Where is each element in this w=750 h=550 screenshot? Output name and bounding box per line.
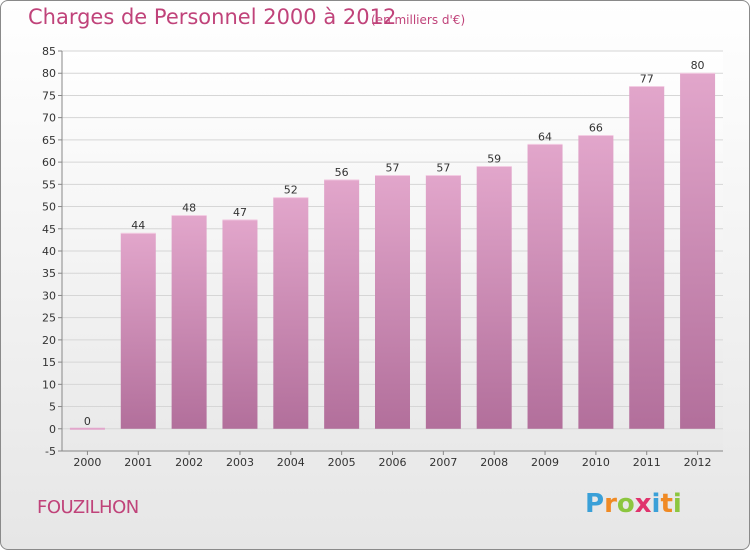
y-tick-label: 5 — [49, 401, 56, 414]
x-tick-label: 2001 — [124, 456, 152, 469]
x-tick-label: 2002 — [175, 456, 203, 469]
data-label: 0 — [84, 415, 91, 428]
data-label: 52 — [284, 184, 298, 197]
bar-2003 — [222, 219, 258, 429]
logo-letter: x — [634, 489, 652, 519]
data-label: 44 — [131, 219, 145, 232]
y-tick-label: 80 — [42, 67, 56, 80]
x-tick-label: 2011 — [633, 456, 661, 469]
x-tick-label: 2006 — [379, 456, 407, 469]
bar-2008 — [476, 166, 512, 429]
y-tick-label: 15 — [42, 356, 56, 369]
bar-2004 — [273, 197, 309, 429]
logo-letter: o — [616, 489, 635, 519]
logo-letter: i — [651, 489, 661, 519]
proxiti-logo: Proxiti — [585, 489, 682, 519]
logo-letter: i — [672, 489, 682, 519]
x-tick-label: 2004 — [277, 456, 305, 469]
logo-letter: P — [585, 489, 605, 519]
x-tick-label: 2009 — [531, 456, 559, 469]
data-label: 56 — [335, 166, 349, 179]
y-tick-label: 70 — [42, 112, 56, 125]
y-tick-label: 25 — [42, 312, 56, 325]
data-label: 57 — [386, 161, 400, 174]
chart-title: Charges de Personnel 2000 à 2012 — [28, 5, 397, 29]
chart-unit-note: (en milliers d'€) — [371, 13, 466, 27]
y-tick-label: 30 — [42, 289, 56, 302]
bar-2002 — [171, 215, 207, 429]
logo-letter: t — [660, 489, 673, 519]
y-tick-label: 65 — [42, 134, 56, 147]
y-tick-label: 50 — [42, 201, 56, 214]
data-label: 48 — [182, 201, 196, 214]
bar-2010 — [578, 135, 614, 429]
data-label: 77 — [640, 73, 654, 86]
y-tick-label: 20 — [42, 334, 56, 347]
x-tick-label: 2000 — [73, 456, 101, 469]
data-label: 57 — [436, 161, 450, 174]
commune-name: FOUZILHON — [37, 497, 139, 518]
data-label: 47 — [233, 206, 247, 219]
bar-2009 — [527, 144, 563, 429]
y-tick-label: 10 — [42, 378, 56, 391]
x-tick-label: 2007 — [429, 456, 457, 469]
y-tick-label: 35 — [42, 267, 56, 280]
x-tick-label: 2003 — [226, 456, 254, 469]
y-tick-label: 0 — [49, 423, 56, 436]
bar-2001 — [120, 233, 156, 429]
x-tick-label: 2012 — [684, 456, 712, 469]
y-tick-label: 60 — [42, 156, 56, 169]
x-tick-label: 2005 — [328, 456, 356, 469]
data-label: 80 — [691, 59, 705, 72]
x-tick-label: 2010 — [582, 456, 610, 469]
y-tick-label: -5 — [45, 445, 56, 458]
x-tick-label: 2008 — [480, 456, 508, 469]
logo-letter: r — [604, 489, 617, 519]
bar-2006 — [375, 175, 410, 429]
data-label: 59 — [487, 153, 501, 166]
y-tick-label: 40 — [42, 245, 56, 258]
y-tick-label: 85 — [42, 45, 56, 58]
y-tick-label: 45 — [42, 223, 56, 236]
y-tick-label: 55 — [42, 178, 56, 191]
bar-2007 — [425, 175, 461, 429]
y-tick-label: 75 — [42, 89, 56, 102]
data-label: 64 — [538, 130, 552, 143]
data-label: 66 — [589, 121, 603, 134]
bar-2005 — [324, 179, 360, 429]
bar-2011 — [629, 86, 665, 429]
bar-2012 — [680, 73, 716, 429]
